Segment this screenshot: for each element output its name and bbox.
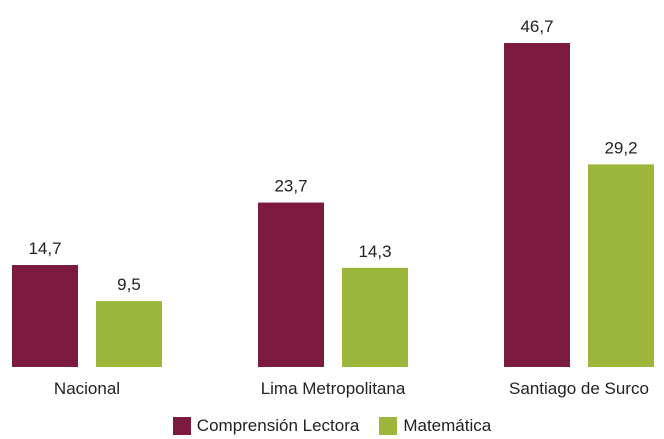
value-label-matematica-lima-metropolitana: 14,3 — [358, 242, 391, 261]
value-label-matematica-nacional: 9,5 — [117, 275, 141, 294]
legend-label-matematica: Matemática — [403, 416, 492, 435]
bar-comprension-lectora-lima-metropolitana — [258, 202, 324, 367]
value-label-comprension-lectora-santiago-de-surco: 46,7 — [520, 17, 553, 36]
bar-chart: 14,7 9,5 Nacional 23,7 14,3 Lima Metropolitan… — [12, 17, 654, 398]
legend-swatch-comprension-lectora — [172, 417, 191, 435]
category-label-nacional: Nacional — [54, 379, 120, 398]
bar-matematica-lima-metropolitana — [342, 267, 408, 367]
legend: Comprensión Lectora Matemática — [0, 414, 664, 438]
legend-label-comprension-lectora: Comprensión Lectora — [196, 416, 360, 435]
bar-matematica-nacional — [96, 301, 162, 367]
category-label-santiago-de-surco: Santiago de Surco — [509, 379, 649, 398]
category-label-lima-metropolitana: Lima Metropolitana — [261, 379, 406, 398]
legend-swatch-matematica — [379, 417, 398, 435]
value-label-matematica-santiago-de-surco: 29,2 — [604, 138, 637, 157]
bar-matematica-santiago-de-surco — [588, 164, 654, 367]
bar-comprension-lectora-nacional — [12, 265, 78, 367]
legend-item-matematica: Matemática — [379, 416, 491, 436]
value-label-comprension-lectora-nacional: 14,7 — [28, 239, 61, 258]
bar-comprension-lectora-santiago-de-surco — [504, 43, 570, 367]
value-label-comprension-lectora-lima-metropolitana: 23,7 — [274, 177, 307, 196]
legend-item-comprension-lectora: Comprensión Lectora — [172, 416, 360, 436]
